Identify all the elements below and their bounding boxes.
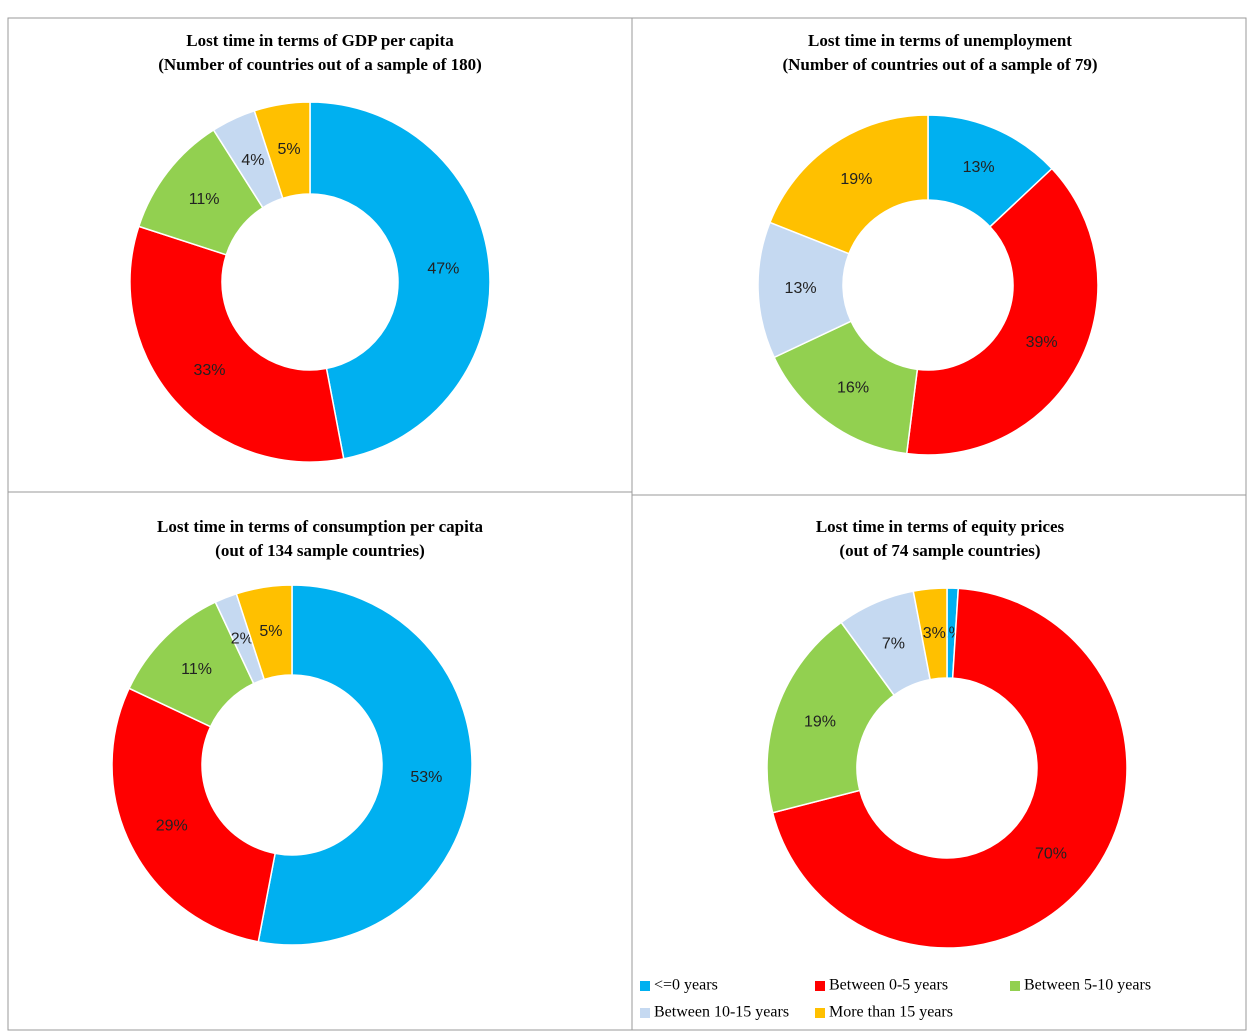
legend-swatch — [640, 981, 650, 991]
legend-swatch — [815, 1008, 825, 1018]
slice — [912, 587, 948, 681]
data-label: 70% — [1035, 845, 1067, 862]
data-label: 19% — [804, 713, 836, 730]
slice — [257, 584, 473, 946]
legend-swatch — [1010, 981, 1020, 991]
data-label: 39% — [1026, 334, 1058, 351]
slice — [309, 101, 491, 460]
legend-label: Between 5-10 years — [1024, 977, 1151, 994]
data-label: 47% — [427, 261, 459, 278]
data-label: 7% — [882, 635, 905, 652]
data-label: 3% — [923, 625, 946, 642]
data-label: 53% — [410, 769, 442, 786]
legend-swatch — [815, 981, 825, 991]
slice — [771, 587, 1128, 949]
slice — [253, 101, 311, 200]
legend-label: More than 15 years — [829, 1004, 953, 1021]
panel — [7, 491, 633, 1031]
chart-title: Lost time in terms of GDP per capita — [186, 31, 454, 50]
slice — [768, 114, 929, 255]
legend-label: Between 10-15 years — [654, 1004, 789, 1021]
chart-title: Lost time in terms of consumption per ca… — [157, 517, 483, 536]
legend-swatch — [640, 1008, 650, 1018]
data-label: 29% — [156, 818, 188, 835]
data-label: 11% — [189, 191, 220, 208]
data-label: 16% — [837, 379, 869, 396]
panel — [631, 494, 1247, 1031]
data-label: 4% — [241, 152, 264, 169]
chart-title: Lost time in terms of equity prices — [816, 517, 1065, 536]
slice — [129, 225, 345, 463]
chart-subtitle: (out of 74 sample countries) — [839, 541, 1040, 560]
slice — [235, 584, 293, 681]
chart-subtitle: (out of 134 sample countries) — [215, 541, 425, 560]
data-label: 5% — [259, 623, 282, 640]
legend-label: Between 0-5 years — [829, 977, 948, 994]
data-label: 5% — [277, 141, 300, 158]
data-label: 13% — [785, 280, 817, 297]
chart-subtitle: (Number of countries out of a sample of … — [782, 55, 1097, 74]
data-label: 13% — [963, 159, 995, 176]
data-label: 11% — [181, 661, 212, 678]
slice — [766, 621, 896, 814]
legend-label: <=0 years — [654, 977, 718, 994]
chart-subtitle: (Number of countries out of a sample of … — [158, 55, 482, 74]
data-label: 33% — [193, 362, 225, 379]
data-label: 2% — [231, 631, 254, 648]
data-label: 19% — [840, 171, 872, 188]
slice — [111, 687, 277, 943]
chart-title: Lost time in terms of unemployment — [808, 31, 1072, 50]
slice — [905, 167, 1099, 456]
